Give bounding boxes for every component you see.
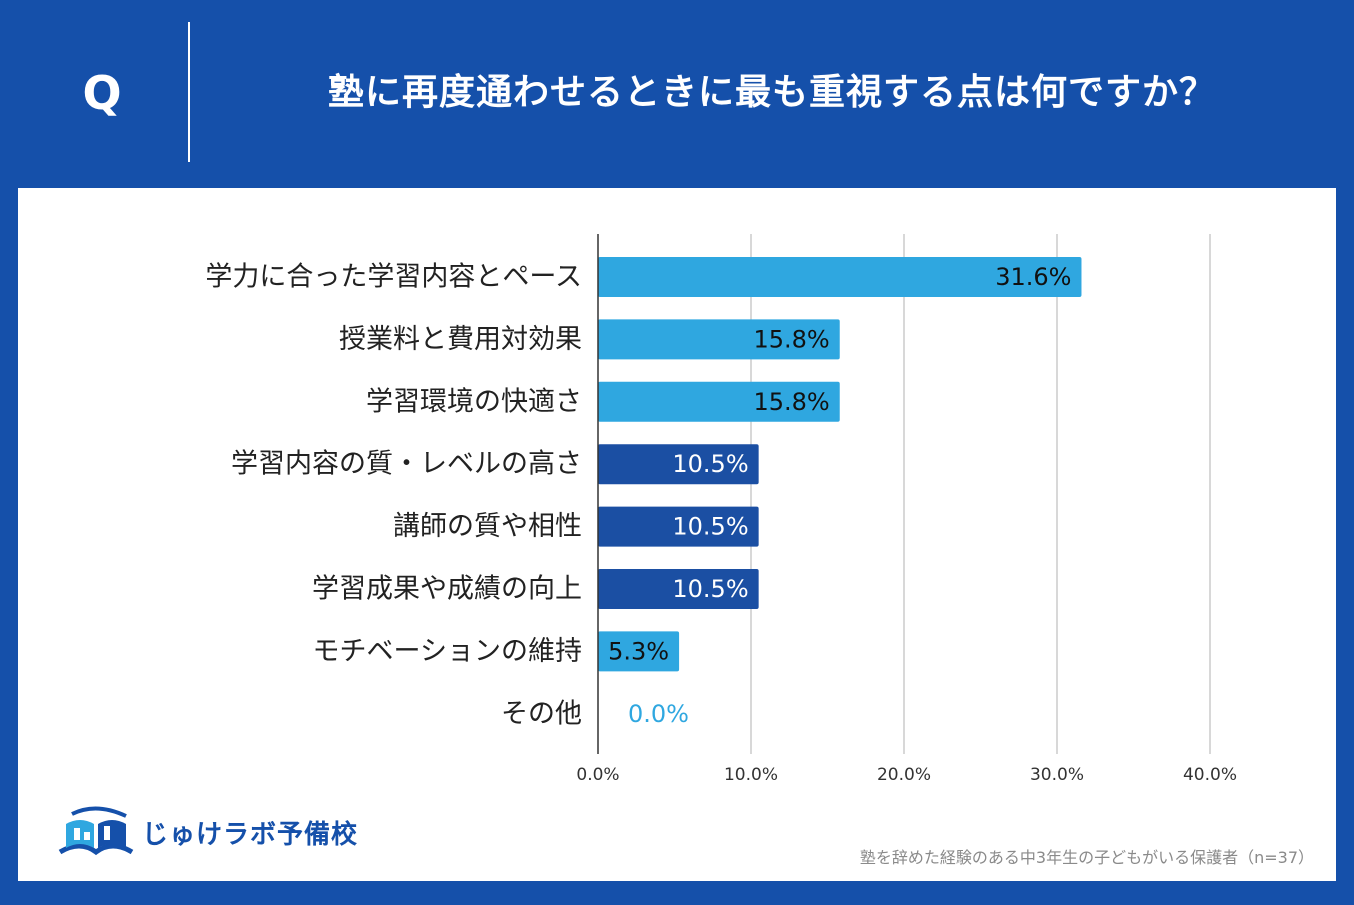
logo: じゅけラボ予備校: [54, 806, 394, 866]
x-tick-label: 0.0%: [576, 765, 619, 785]
x-tick-label: 10.0%: [724, 765, 778, 785]
x-tick-label: 30.0%: [1030, 765, 1084, 785]
bar: [598, 569, 759, 609]
bar: [598, 631, 680, 672]
q-letter: Q: [82, 66, 122, 120]
bar: [598, 257, 1082, 297]
open-book-icon: [58, 806, 134, 856]
category-label: 学習内容の質・レベルの高さ: [231, 449, 582, 480]
bar: [598, 506, 759, 547]
bar: [598, 444, 759, 485]
x-tick-label: 40.0%: [1183, 765, 1237, 785]
value-label: 31.6%: [995, 263, 1071, 291]
value-label: 5.3%: [608, 637, 669, 665]
value-label: 15.8%: [753, 325, 829, 353]
category-label: モチベーションの維持: [313, 636, 582, 667]
logo-text: じゅけラボ予備校: [142, 820, 359, 850]
category-label: その他: [501, 698, 582, 729]
footnote: 塾を辞めた経験のある中3年生の子どもがいる保護者（n=37）: [859, 848, 1314, 867]
x-tick-label: 20.0%: [877, 765, 931, 785]
category-label: 学力に合った学習内容とペース: [205, 262, 582, 293]
category-label: 学習環境の快適さ: [366, 386, 582, 417]
value-label: 0.0%: [628, 700, 689, 728]
value-label: 15.8%: [753, 388, 829, 416]
value-label: 10.5%: [672, 450, 748, 478]
header-divider: [188, 22, 190, 162]
category-label: 学習成果や成績の向上: [312, 574, 582, 605]
value-label: 10.5%: [672, 575, 748, 603]
chart-panel: 学力に合った学習内容とペース授業料と費用対効果学習環境の快適さ学習内容の質・レベ…: [18, 188, 1336, 881]
bar: [598, 319, 840, 360]
bar: [598, 381, 840, 422]
bar-chart: 学力に合った学習内容とペース授業料と費用対効果学習環境の快適さ学習内容の質・レベ…: [205, 234, 1237, 785]
category-label: 授業料と費用対効果: [339, 324, 582, 355]
value-label: 10.5%: [672, 513, 748, 541]
question-title: 塾に再度通わせるときに最も重視する点は何ですか？: [327, 72, 1216, 113]
category-label: 講師の質や相性: [393, 511, 582, 542]
